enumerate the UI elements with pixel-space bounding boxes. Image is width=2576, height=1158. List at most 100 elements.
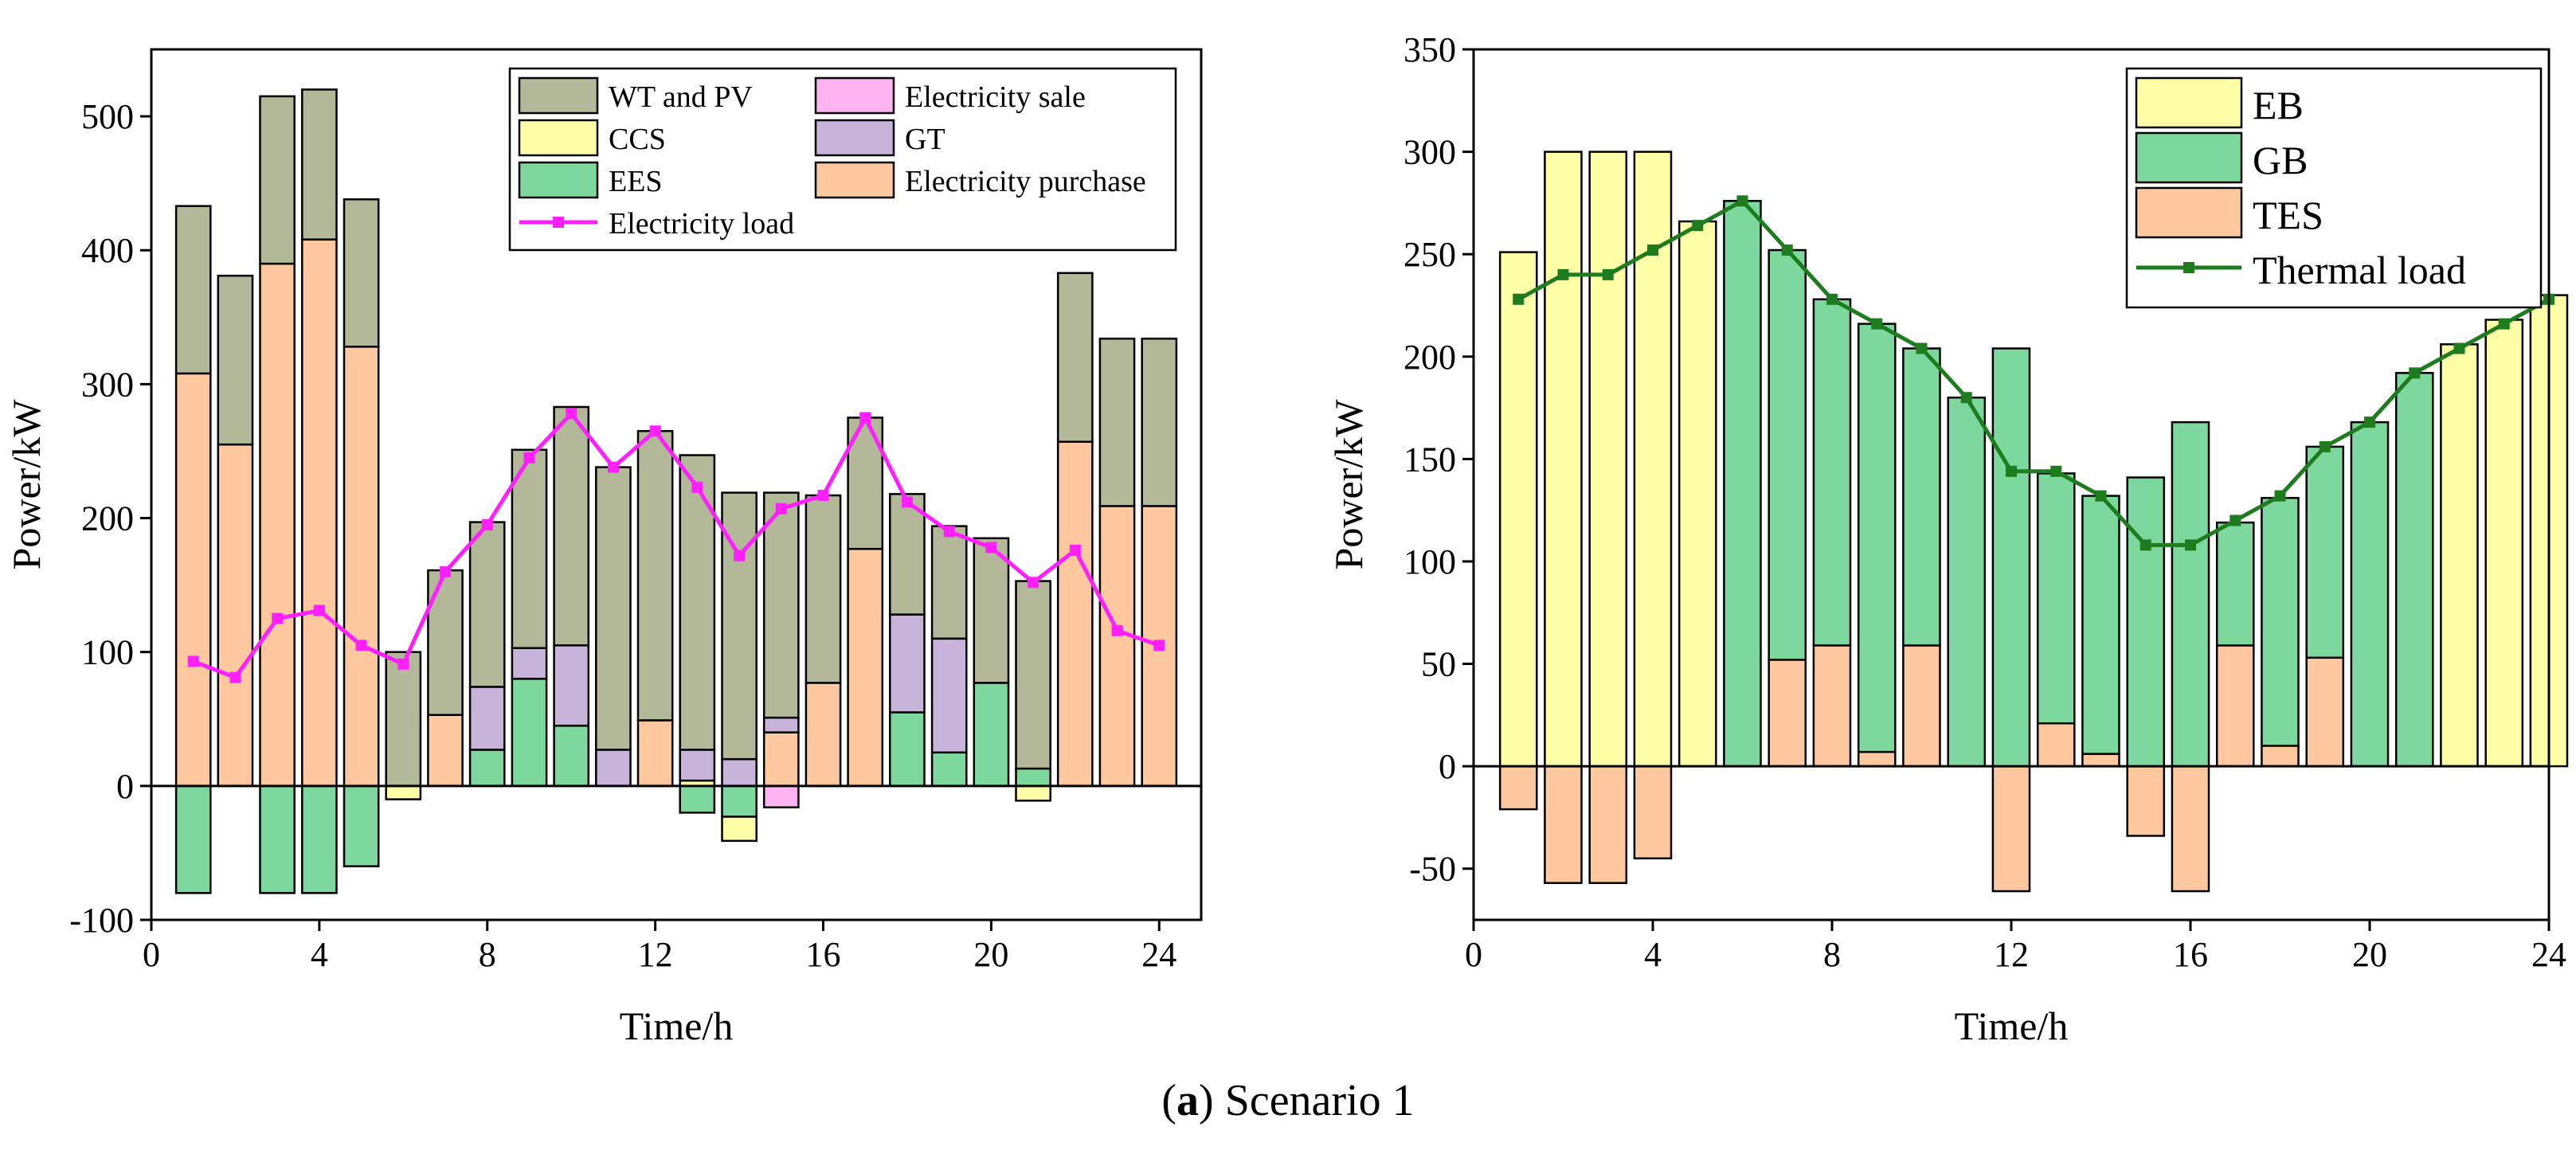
bar-wt_pv-h23 bbox=[1098, 337, 1136, 507]
x-tick-label: 12 bbox=[1994, 935, 2029, 974]
legend-label: EB bbox=[2253, 83, 2304, 127]
bar-tes-h9 bbox=[1857, 750, 1897, 768]
bar-eb-h3 bbox=[1588, 151, 1628, 768]
thermal_load-point-h12 bbox=[2006, 465, 2017, 477]
bar-gb-h8 bbox=[1812, 298, 1852, 647]
y-tick-label: 0 bbox=[1439, 747, 1456, 786]
x-axis-label: Time/h bbox=[1955, 1003, 2069, 1048]
elec_load-point-h12 bbox=[649, 425, 661, 437]
bar-tes-h16 bbox=[2171, 765, 2210, 893]
bar-purchase-h15 bbox=[762, 731, 800, 788]
bar-ees-h4 bbox=[301, 784, 338, 894]
bar-wt_pv-h6 bbox=[385, 651, 422, 788]
bar-ees-h8 bbox=[468, 749, 506, 788]
y-tick-label: 200 bbox=[81, 499, 134, 538]
thermal_load-point-h10 bbox=[1916, 342, 1928, 354]
bar-eb-h1 bbox=[1498, 251, 1538, 768]
legend-label: Electricity purchase bbox=[905, 165, 1146, 198]
caption-paren-close: ) bbox=[1199, 1076, 1214, 1125]
elec_load-point-h8 bbox=[481, 518, 493, 530]
bar-ees-h13 bbox=[679, 784, 716, 814]
bar-tes-h2 bbox=[1544, 765, 1583, 884]
bar-eb-h2 bbox=[1544, 151, 1583, 768]
thermal_load-point-h19 bbox=[2319, 440, 2331, 452]
thermal_load-point-h3 bbox=[1602, 268, 1614, 280]
y-tick-label: -50 bbox=[1409, 850, 1456, 889]
bar-tes-h10 bbox=[1902, 644, 1941, 768]
bar-purchase-h4 bbox=[301, 238, 338, 788]
y-tick-label: 300 bbox=[81, 365, 134, 404]
thermal_load-point-h23 bbox=[2498, 318, 2510, 330]
thermal_load-point-h20 bbox=[2364, 417, 2375, 428]
bar-gt-h13 bbox=[679, 749, 716, 782]
bar-wt_pv-h21 bbox=[1015, 580, 1051, 770]
bar-gb-h12 bbox=[1991, 347, 2031, 768]
thermal_load-point-h7 bbox=[1781, 245, 1793, 256]
thermal_load-point-h8 bbox=[1826, 293, 1838, 305]
plot-frame bbox=[150, 48, 1203, 921]
bar-wt_pv-h2 bbox=[217, 274, 254, 446]
y-tick-label: 400 bbox=[81, 231, 134, 270]
bar-gb-h7 bbox=[1768, 248, 1807, 661]
y-tick-label: 300 bbox=[1403, 133, 1456, 172]
bar-gb-h21 bbox=[2394, 372, 2434, 768]
bar-purchase-h22 bbox=[1056, 440, 1094, 788]
bar-tes-h17 bbox=[2215, 644, 2255, 768]
bar-tes-h19 bbox=[2305, 656, 2345, 768]
elec_load-point-h6 bbox=[397, 658, 409, 670]
bar-gb-h18 bbox=[2261, 496, 2300, 747]
elec_load-point-h3 bbox=[272, 612, 284, 624]
bar-ccs-h14 bbox=[721, 816, 758, 843]
thermal_load-line bbox=[1517, 198, 2551, 547]
bar-ees-h9 bbox=[511, 678, 548, 788]
bar-sale-h15 bbox=[762, 784, 800, 808]
bar-purchase-h2 bbox=[217, 443, 254, 788]
figure-caption: (a) Scenario 1 bbox=[1161, 1076, 1414, 1125]
thermal_load-point-h21 bbox=[2409, 367, 2421, 379]
elec_load-point-h23 bbox=[1111, 624, 1123, 636]
bar-tes-h1 bbox=[1498, 765, 1538, 811]
y-tick-label: 100 bbox=[1403, 542, 1456, 581]
elec_load-point-h14 bbox=[734, 550, 746, 561]
bar-gt-h11 bbox=[595, 749, 632, 788]
bar-ees-h21 bbox=[1015, 767, 1051, 788]
caption-label: a bbox=[1176, 1076, 1199, 1125]
bar-wt_pv-h24 bbox=[1141, 337, 1178, 507]
elec_load-point-h10 bbox=[566, 408, 577, 420]
elec_load-point-h22 bbox=[1069, 544, 1081, 556]
y-axis-label: Power/kW bbox=[4, 399, 49, 570]
x-axis-label: Time/h bbox=[620, 1003, 734, 1048]
elec_load-point-h2 bbox=[229, 671, 241, 683]
bar-wt_pv-h22 bbox=[1056, 272, 1094, 443]
x-tick-label: 4 bbox=[311, 935, 328, 974]
bar-gb-h20 bbox=[2350, 421, 2390, 768]
thermal_load-point-h13 bbox=[2050, 465, 2062, 477]
bar-eb-h5 bbox=[1678, 220, 1717, 768]
thermal_load-point-h9 bbox=[1871, 318, 1883, 330]
elec_load-point-h9 bbox=[523, 452, 535, 464]
thermal_load-point-h16 bbox=[2185, 539, 2196, 551]
elec_load-point-h1 bbox=[187, 655, 199, 667]
legend-marker-elec_load bbox=[553, 217, 564, 228]
legend: WT and PV Electricity sale CCS GT EES Electri… bbox=[508, 67, 1177, 252]
elec_load-point-h7 bbox=[440, 565, 452, 577]
x-tick-label: 16 bbox=[2173, 935, 2208, 974]
elec_load-point-h20 bbox=[985, 542, 997, 554]
y-tick-label: 250 bbox=[1403, 235, 1456, 274]
x-tick-label: 24 bbox=[2531, 935, 2566, 974]
bar-ees-h10 bbox=[553, 724, 590, 788]
legend-swatch-gb bbox=[2135, 131, 2243, 184]
thermal_load-point-h6 bbox=[1736, 195, 1748, 207]
bar-eb-h22 bbox=[2440, 343, 2479, 768]
bar-wt_pv-h3 bbox=[259, 95, 296, 265]
bar-gt-h8 bbox=[468, 686, 506, 751]
legend-swatch-purchase bbox=[814, 161, 895, 199]
legend-label: Thermal load bbox=[2253, 248, 2466, 292]
elec_load-point-h18 bbox=[901, 496, 913, 508]
bar-gt-h9 bbox=[511, 647, 548, 680]
legend-swatch-tes bbox=[2135, 186, 2243, 239]
thermal_load-point-h22 bbox=[2453, 342, 2465, 354]
legend-label: CCS bbox=[609, 123, 666, 156]
bar-wt_pv-h20 bbox=[973, 537, 1010, 684]
legend-marker-thermal_load bbox=[2183, 262, 2194, 273]
